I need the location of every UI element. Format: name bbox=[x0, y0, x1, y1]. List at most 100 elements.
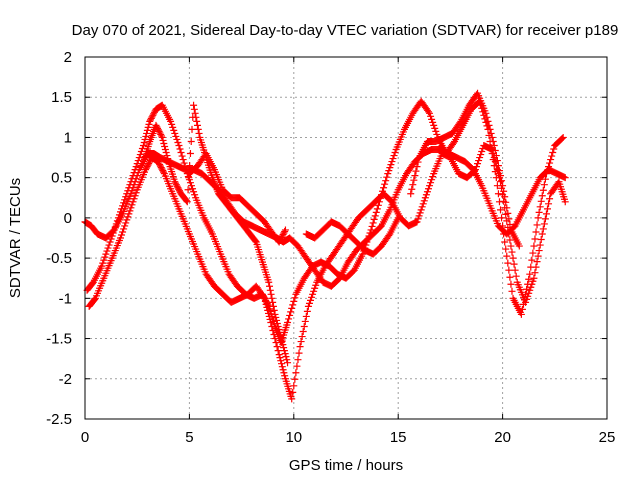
data-point bbox=[278, 338, 286, 346]
data-point bbox=[121, 196, 129, 204]
data-point bbox=[499, 222, 507, 230]
data-point bbox=[278, 360, 286, 368]
data-point bbox=[532, 228, 540, 236]
data-point bbox=[188, 125, 196, 133]
data-point bbox=[186, 150, 194, 158]
data-point bbox=[295, 349, 303, 357]
data-point bbox=[281, 350, 289, 358]
x-tick-label: 10 bbox=[285, 429, 302, 446]
data-point bbox=[431, 124, 439, 132]
data-point bbox=[288, 304, 296, 312]
data-point bbox=[190, 101, 198, 109]
data-point bbox=[273, 316, 281, 324]
y-tick-label: -0.5 bbox=[46, 250, 72, 267]
data-point bbox=[129, 172, 137, 180]
data-point bbox=[297, 338, 305, 346]
data-point bbox=[366, 229, 374, 237]
data-point bbox=[143, 163, 151, 171]
data-point bbox=[536, 241, 544, 249]
data-point bbox=[189, 185, 197, 193]
data-point bbox=[261, 294, 269, 302]
data-point bbox=[477, 151, 485, 159]
data-point bbox=[104, 244, 112, 252]
data-point bbox=[506, 273, 514, 281]
data-point bbox=[504, 209, 512, 217]
data-point bbox=[517, 310, 525, 318]
data-point bbox=[549, 149, 557, 157]
data-point bbox=[170, 126, 178, 134]
series-track-e bbox=[185, 150, 289, 246]
data-point bbox=[526, 286, 534, 294]
y-tick-label: 1 bbox=[64, 129, 72, 146]
data-point bbox=[264, 309, 272, 317]
data-point bbox=[150, 108, 158, 116]
data-point bbox=[113, 217, 121, 225]
data-point bbox=[275, 351, 283, 359]
data-point bbox=[130, 169, 138, 177]
data-point bbox=[156, 162, 164, 170]
data-point bbox=[499, 182, 507, 190]
data-point bbox=[491, 147, 499, 155]
data-point bbox=[122, 193, 130, 201]
data-point bbox=[106, 238, 114, 246]
data-point bbox=[142, 132, 150, 140]
data-point bbox=[191, 109, 199, 117]
data-point bbox=[394, 214, 402, 222]
data-point bbox=[292, 369, 300, 377]
data-point bbox=[550, 145, 558, 153]
data-point bbox=[381, 180, 389, 188]
data-point bbox=[262, 300, 270, 308]
data-point bbox=[495, 167, 503, 175]
data-point bbox=[487, 129, 495, 137]
chart-title: Day 070 of 2021, Sidereal Day-to-day VTE… bbox=[72, 22, 619, 39]
data-point bbox=[372, 208, 380, 216]
data-point bbox=[280, 344, 288, 352]
data-point bbox=[534, 214, 542, 222]
data-point bbox=[546, 195, 554, 203]
data-point bbox=[193, 121, 201, 129]
data-point bbox=[364, 235, 372, 243]
data-point bbox=[131, 192, 139, 200]
data-point bbox=[190, 105, 198, 113]
y-tick-label: 0.5 bbox=[51, 170, 72, 187]
data-point bbox=[127, 204, 135, 212]
data-point bbox=[288, 395, 296, 403]
data-point bbox=[120, 199, 128, 207]
data-point bbox=[172, 181, 180, 189]
data-point bbox=[123, 216, 131, 224]
data-point bbox=[484, 117, 492, 125]
data-point bbox=[413, 163, 421, 171]
data-point bbox=[150, 110, 158, 118]
data-point bbox=[105, 241, 113, 249]
series-track-g bbox=[407, 89, 523, 250]
data-point bbox=[293, 362, 301, 370]
data-point bbox=[273, 319, 281, 327]
data-point bbox=[492, 152, 500, 160]
data-point bbox=[99, 259, 107, 267]
data-point bbox=[278, 232, 286, 240]
data-point bbox=[283, 356, 291, 364]
y-tick-label: -1 bbox=[59, 290, 72, 307]
data-point bbox=[380, 184, 388, 192]
data-point bbox=[120, 225, 128, 233]
y-tick-label: -1.5 bbox=[46, 331, 72, 348]
data-point bbox=[251, 237, 259, 245]
data-point bbox=[359, 250, 367, 258]
data-point bbox=[167, 117, 175, 125]
data-point bbox=[312, 281, 320, 289]
data-point bbox=[509, 254, 517, 262]
data-point bbox=[424, 185, 432, 193]
data-point bbox=[424, 108, 432, 116]
data-point bbox=[279, 230, 287, 238]
series-track-d bbox=[139, 101, 292, 367]
data-point bbox=[277, 335, 285, 343]
data-point bbox=[161, 142, 169, 150]
data-point bbox=[538, 192, 546, 200]
data-point bbox=[155, 127, 163, 135]
data-point bbox=[428, 115, 436, 123]
data-point bbox=[415, 212, 423, 220]
data-point bbox=[512, 272, 520, 280]
data-point bbox=[426, 109, 434, 117]
data-point bbox=[506, 236, 514, 244]
data-point bbox=[485, 121, 493, 129]
